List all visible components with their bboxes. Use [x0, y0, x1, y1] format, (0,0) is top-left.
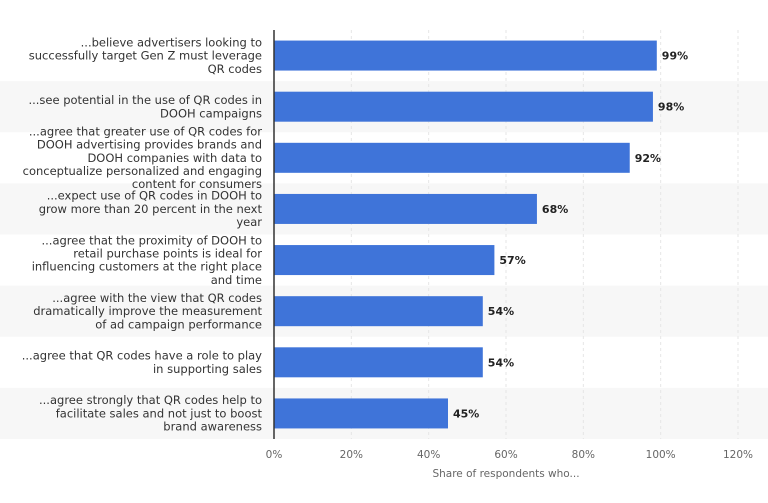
bar	[274, 245, 495, 276]
x-axis-ticks: 0% 20% 40% 60% 80% 100% 120%	[266, 449, 753, 461]
data-label: 98%	[658, 101, 684, 114]
bar	[274, 193, 537, 224]
bar	[274, 398, 448, 429]
x-axis-title: Share of respondents who...	[432, 468, 579, 480]
bar	[274, 40, 657, 71]
bar	[274, 347, 483, 378]
bar	[274, 296, 483, 327]
data-label: 54%	[488, 305, 514, 318]
data-label: 54%	[488, 356, 514, 369]
category-label: ...expect use of QR codes in DOOH to grow…	[39, 189, 263, 229]
data-label: 92%	[635, 152, 661, 165]
x-tick-label: 120%	[723, 449, 753, 461]
x-tick-label: 80%	[572, 449, 595, 461]
bars	[274, 40, 657, 429]
bar	[274, 91, 653, 122]
x-tick-label: 20%	[340, 449, 363, 461]
data-label: 68%	[542, 203, 568, 216]
category-label: ...agree that QR codes have a role to pl…	[22, 349, 262, 376]
category-label: ...agree strongly that QR codes help to f…	[39, 393, 262, 433]
value-labels: 99% 98% 92% 68% 57% 54% 54% 45%	[453, 50, 688, 421]
data-label: 99%	[662, 50, 688, 63]
category-labels: ...believe advertisers looking to success…	[22, 35, 263, 433]
category-label: ...agree with the view that QR codes dram…	[33, 291, 262, 331]
x-tick-label: 0%	[266, 449, 283, 461]
category-label: ...believe advertisers looking to success…	[29, 35, 262, 75]
bar	[274, 142, 630, 173]
category-label: ...agree that greater use of QR codes fo…	[23, 124, 263, 191]
data-label: 57%	[499, 254, 525, 267]
category-label: ...see potential in the use of QR codes …	[28, 93, 262, 120]
x-tick-label: 40%	[417, 449, 440, 461]
x-tick-label: 60%	[494, 449, 517, 461]
category-label: ...agree that the proximity of DOOH to re…	[32, 233, 263, 287]
x-tick-label: 100%	[646, 449, 676, 461]
data-label: 45%	[453, 407, 479, 420]
